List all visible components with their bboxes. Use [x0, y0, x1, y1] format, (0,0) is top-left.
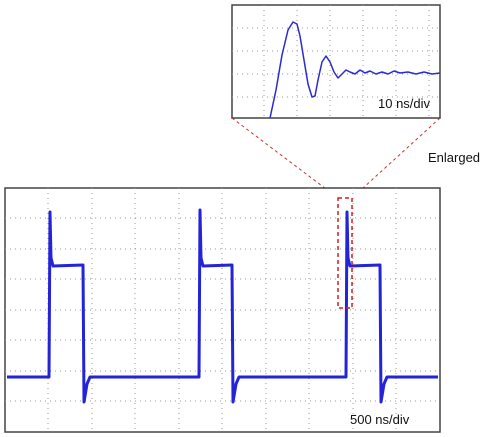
inset-trace	[269, 21, 441, 119]
callout-line	[351, 117, 441, 199]
inset-screen: 10 ns/div	[231, 4, 441, 119]
main-screen: 500 ns/div	[4, 187, 441, 433]
main-grid	[5, 188, 440, 432]
main-scale-label: 500 ns/div	[350, 412, 410, 427]
inset-scale-label: 10 ns/div	[378, 96, 431, 111]
main-trace	[7, 208, 438, 404]
callout-line	[231, 117, 339, 199]
inset-frame	[231, 4, 441, 119]
zoom-box	[337, 197, 353, 309]
callout-label: Enlarged	[428, 150, 480, 165]
